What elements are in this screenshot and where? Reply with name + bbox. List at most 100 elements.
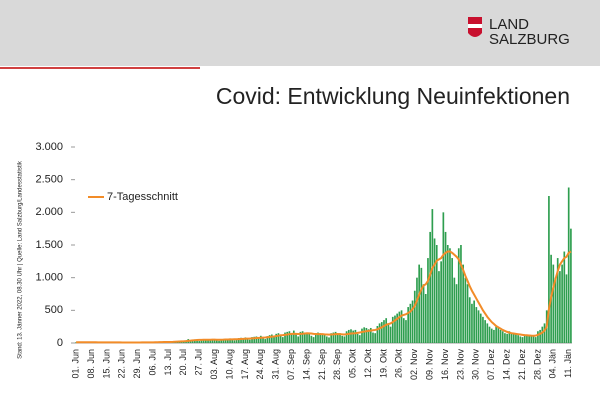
x-tick-label: 06. Jul bbox=[147, 349, 157, 376]
bar bbox=[445, 232, 447, 343]
bar bbox=[234, 340, 236, 343]
bar bbox=[405, 320, 407, 343]
bar bbox=[421, 268, 423, 343]
bar bbox=[476, 307, 478, 343]
bar bbox=[480, 314, 482, 343]
bar bbox=[484, 320, 486, 343]
y-tick-label: 500 bbox=[45, 304, 63, 316]
bar bbox=[423, 284, 425, 343]
bar bbox=[381, 322, 383, 343]
bar bbox=[306, 334, 308, 343]
x-tick-label: 21. Dez bbox=[517, 349, 527, 381]
bar bbox=[313, 337, 315, 343]
bar bbox=[537, 331, 539, 343]
x-tick-label: 28. Sep bbox=[332, 349, 342, 380]
bar bbox=[297, 336, 299, 343]
bar bbox=[506, 334, 508, 343]
bar bbox=[390, 327, 392, 343]
bar bbox=[346, 331, 348, 343]
y-tick-label: 1.000 bbox=[35, 272, 63, 284]
x-tick-label: 09. Nov bbox=[425, 349, 435, 381]
bar bbox=[568, 188, 570, 343]
x-tick-label: 11. Jän bbox=[563, 349, 573, 378]
bar bbox=[311, 336, 313, 343]
bar bbox=[522, 337, 524, 343]
bar bbox=[456, 284, 458, 343]
bar bbox=[326, 336, 328, 343]
bar bbox=[519, 336, 521, 343]
bar bbox=[295, 335, 297, 343]
x-tick-label: 27. Jul bbox=[194, 349, 204, 376]
x-tick-label: 31. Aug bbox=[271, 349, 281, 380]
bar bbox=[566, 274, 568, 343]
bar bbox=[350, 329, 352, 343]
x-tick-label: 28. Dez bbox=[532, 349, 542, 381]
y-tick-label: 3.000 bbox=[35, 141, 63, 153]
bar bbox=[293, 331, 295, 343]
bar bbox=[385, 318, 387, 343]
x-tick-label: 16. Nov bbox=[440, 349, 450, 381]
bar bbox=[552, 265, 554, 343]
bar bbox=[403, 318, 405, 343]
bar bbox=[348, 330, 350, 343]
bar bbox=[454, 278, 456, 343]
bar bbox=[465, 278, 467, 343]
logo-stripe bbox=[468, 24, 482, 28]
chart-title: Covid: Entwicklung Neuinfektionen bbox=[216, 83, 570, 109]
bar bbox=[383, 320, 385, 343]
bar bbox=[361, 329, 363, 343]
bar bbox=[231, 340, 233, 343]
x-tick-label: 23. Nov bbox=[455, 349, 465, 381]
x-tick-label: 22. Jun bbox=[117, 349, 127, 379]
legend-label: 7-Tagesschnitt bbox=[107, 191, 178, 203]
bar bbox=[434, 238, 436, 343]
bar bbox=[315, 334, 317, 343]
x-tick-label: 13. Jul bbox=[163, 349, 173, 376]
bar bbox=[495, 327, 497, 343]
bar bbox=[322, 335, 324, 343]
x-tick-label: 07. Dez bbox=[486, 349, 496, 381]
bar bbox=[218, 341, 220, 343]
bar bbox=[517, 335, 519, 343]
bar bbox=[467, 284, 469, 343]
x-tick-label: 14. Dez bbox=[502, 349, 512, 381]
bar bbox=[541, 327, 543, 343]
bar bbox=[497, 328, 499, 343]
bar bbox=[443, 212, 445, 343]
y-tick-label: 2.000 bbox=[35, 206, 63, 218]
bar bbox=[357, 334, 359, 343]
x-tick-label: 14. Sep bbox=[301, 349, 311, 380]
x-tick-label: 17. Aug bbox=[240, 349, 250, 380]
bar bbox=[460, 245, 462, 343]
bar bbox=[372, 333, 374, 343]
bar bbox=[544, 323, 546, 343]
bar bbox=[524, 336, 526, 343]
bar bbox=[451, 258, 453, 343]
bar bbox=[416, 278, 418, 343]
bar bbox=[247, 339, 249, 343]
bar bbox=[344, 336, 346, 343]
bar bbox=[425, 294, 427, 343]
bar bbox=[447, 245, 449, 343]
logo-text: SALZBURG bbox=[489, 31, 570, 48]
source-note: Stand: 13. Jänner 2022, 08.30 Uhr | Quel… bbox=[18, 160, 24, 359]
bar bbox=[249, 340, 251, 343]
bar bbox=[515, 335, 517, 343]
bar bbox=[500, 330, 502, 343]
bar bbox=[440, 261, 442, 343]
bar bbox=[489, 327, 491, 343]
bar bbox=[264, 339, 266, 343]
bar bbox=[462, 265, 464, 343]
bar bbox=[561, 265, 563, 343]
bar bbox=[262, 338, 264, 343]
x-tick-label: 08. Jun bbox=[86, 349, 96, 379]
x-tick-label: 21. Sep bbox=[317, 349, 327, 380]
bar bbox=[438, 271, 440, 343]
x-tick-label: 15. Jun bbox=[101, 349, 111, 379]
y-tick-label: 2.500 bbox=[35, 174, 63, 186]
bar bbox=[427, 258, 429, 343]
x-tick-label: 10. Aug bbox=[224, 349, 234, 380]
x-tick-label: 29. Jun bbox=[132, 349, 142, 379]
bar bbox=[388, 325, 390, 343]
